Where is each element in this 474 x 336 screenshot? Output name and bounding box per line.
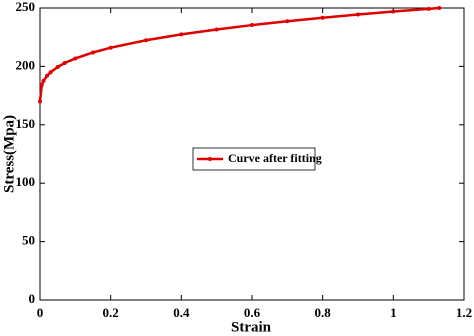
x-axis-title: Strain [231, 319, 272, 335]
legend-label: Curve after fitting [228, 151, 322, 165]
y-tick-label: 250 [16, 0, 36, 14]
legend-marker [208, 157, 212, 161]
point [391, 9, 396, 14]
x-tick-label: 0.6 [244, 305, 261, 320]
point [55, 64, 60, 69]
point [356, 12, 360, 17]
point [320, 15, 325, 20]
point [426, 6, 431, 11]
legend-box [192, 147, 316, 171]
point [144, 38, 148, 43]
point [285, 19, 290, 24]
y-tick-label: 100 [16, 174, 36, 189]
point [39, 82, 44, 87]
point [38, 99, 42, 104]
y-tick-label: 0 [29, 291, 36, 306]
point [41, 78, 46, 83]
point [250, 23, 254, 28]
x-tick-label: 0.8 [315, 305, 332, 320]
y-tick-label: 150 [16, 116, 36, 131]
point [45, 73, 50, 78]
point [48, 70, 53, 75]
point [91, 50, 95, 55]
y-axis-title: Stress(Mpa) [1, 115, 17, 193]
series-line [38, 6, 440, 102]
point [179, 32, 184, 37]
x-tick-label: 1 [390, 305, 397, 320]
point [108, 45, 113, 50]
y-tick-label: 50 [22, 233, 35, 248]
x-tick-label: 0.4 [173, 305, 190, 320]
point [214, 27, 219, 32]
y-tick-label: 200 [16, 57, 36, 72]
point [73, 56, 78, 61]
point [437, 6, 442, 10]
x-tick-label: 0.2 [103, 305, 119, 320]
x-tick-label: 0 [37, 305, 44, 320]
point [62, 61, 67, 66]
x-tick-label: 1.2 [456, 305, 472, 320]
